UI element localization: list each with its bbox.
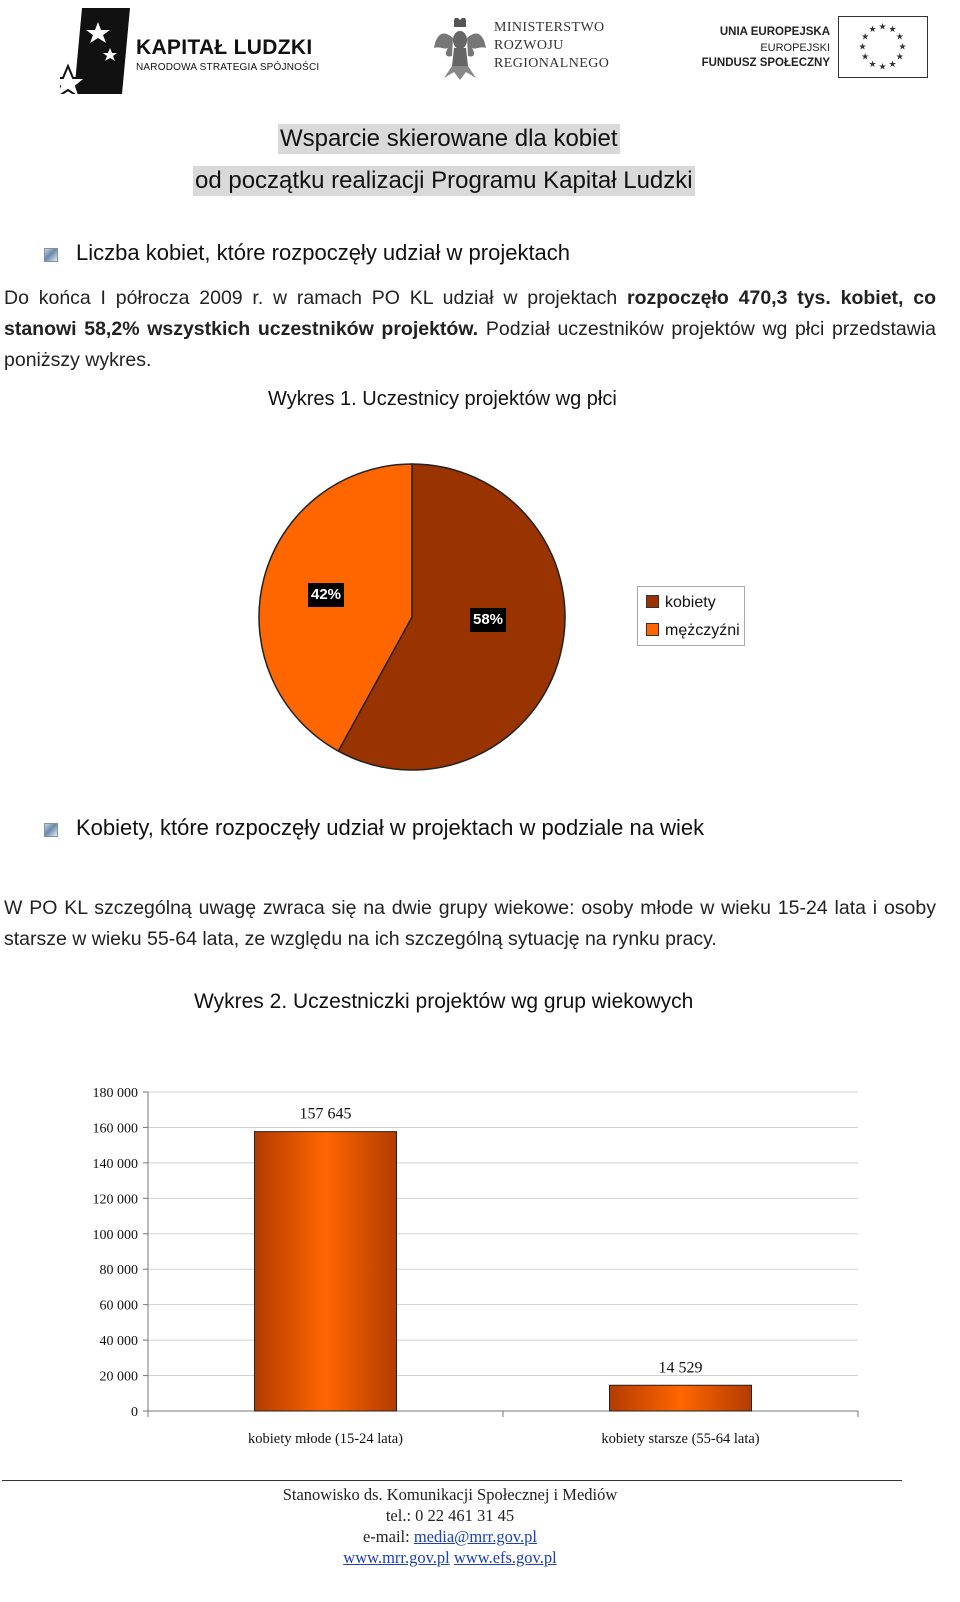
eu-star-icon: ★: [878, 22, 886, 32]
footer-department: Stanowisko ds. Komunikacji Społecznej i …: [282, 1485, 618, 1504]
x-category-label: kobiety młode (15-24 lata): [248, 1431, 403, 1447]
y-tick-label: 140 000: [93, 1157, 139, 1172]
pie-label-women: 58%: [470, 608, 507, 632]
footer-email-prefix: e-mail:: [362, 1527, 414, 1546]
eu-star-icon: ★: [868, 24, 876, 34]
ministry-line-1: MINISTERSTWO: [494, 20, 605, 35]
eu-flag-icon: ★ ★ ★ ★ ★ ★ ★ ★ ★ ★ ★ ★: [838, 16, 928, 78]
eu-star-icon: ★: [888, 24, 896, 34]
section1-text-1: Do końca I półrocza 2009 r. w ramach PO …: [4, 287, 627, 309]
page-title-line-2: od początku realizacji Programu Kapitał …: [193, 166, 695, 196]
eu-line-3: FUNDUSZ SPOŁECZNY: [701, 57, 830, 69]
x-category-label: kobiety starsze (55-64 lata): [601, 1431, 759, 1447]
pie-chart: [258, 463, 566, 771]
footer-phone: tel.: 0 22 461 31 45: [385, 1506, 515, 1525]
legend-swatch-women: [646, 595, 659, 608]
ministry-logo: MINISTERSTWO ROZWOJU REGIONALNEGO: [432, 14, 642, 84]
chart1-caption: Wykres 1. Uczestnicy projektów wg płci: [268, 388, 617, 410]
footer-links: www.mrr.gov.pl www.efs.gov.pl: [200, 1548, 700, 1568]
bullet-icon: [44, 823, 58, 837]
y-tick-label: 180 000: [93, 1086, 139, 1101]
section2-heading: Kobiety, które rozpoczęły udział w proje…: [76, 815, 705, 840]
y-tick-label: 160 000: [93, 1121, 139, 1136]
eu-star-icon: ★: [888, 59, 896, 69]
pie-legend: kobiety mężczyźni: [637, 586, 745, 646]
kapital-ludzki-logo: KAPITAŁ LUDZKI NARODOWA STRATEGIA SPÓJNO…: [44, 2, 354, 94]
eu-star-icon: ★: [878, 62, 886, 72]
y-tick-label: 0: [131, 1405, 138, 1420]
pie-slice-men: [258, 463, 413, 753]
kapital-ludzki-title: KAPITAŁ LUDZKI: [136, 36, 313, 59]
eagle-emblem-icon: [434, 18, 486, 80]
eu-star-icon: ★: [858, 42, 866, 52]
y-tick-label: 40 000: [100, 1334, 139, 1349]
footer-email-line: e-mail: media@mrr.gov.pl: [200, 1527, 700, 1547]
section1-text-bold: rozpoczęło 470,3 tys. kobiet, co stanowi…: [4, 287, 937, 340]
eu-star-icon: ★: [896, 52, 904, 62]
legend-item-men: mężczyźni: [646, 622, 740, 640]
eu-star-icon: ★: [861, 32, 869, 42]
bullet-icon: [44, 248, 58, 262]
section1-heading: Liczba kobiet, które rozpoczęły udział w…: [76, 240, 571, 265]
y-tick-label: 80 000: [100, 1263, 139, 1278]
kapital-ludzki-emblem: [60, 8, 130, 94]
eu-logo: UNIA EUROPEJSKA EUROPEJSKI FUNDUSZ SPOŁE…: [700, 14, 950, 84]
pie-slice-women: [337, 463, 566, 771]
legend-swatch-men: [646, 623, 659, 636]
bar-value-label: 14 529: [659, 1359, 703, 1376]
bar-value-label: 157 645: [300, 1106, 352, 1123]
ministry-line-3: REGIONALNEGO: [494, 56, 610, 71]
section1-paragraph: Do końca I półrocza 2009 r. w ramach PO …: [4, 283, 936, 376]
page-title-line-1: Wsparcie skierowane dla kobiet: [278, 124, 620, 154]
eu-star-icon: ★: [868, 59, 876, 69]
y-tick-label: 120 000: [93, 1192, 139, 1207]
eu-star-icon: ★: [898, 42, 906, 52]
legend-item-women: kobiety: [646, 594, 716, 612]
y-tick-label: 100 000: [93, 1228, 139, 1243]
eu-star-icon: ★: [896, 32, 904, 42]
footer-link-mrr[interactable]: www.mrr.gov.pl: [343, 1548, 450, 1567]
bar-chart: 0 20 000 40 000 60 000 80 000 100 000 120 000 1…: [93, 1086, 859, 1447]
ministry-line-2: ROZWOJU: [494, 38, 564, 53]
kapital-ludzki-subtitle: NARODOWA STRATEGIA SPÓJNOŚCI: [136, 62, 320, 73]
y-tick-label: 60 000: [100, 1299, 139, 1314]
footer-link-efs[interactable]: www.efs.gov.pl: [453, 1548, 557, 1567]
section1-text-2: Podział uczestników projektów wg płci pr…: [4, 318, 936, 371]
legend-label-women: kobiety: [665, 594, 716, 611]
legend-label-men: mężczyźni: [665, 622, 740, 639]
section2-paragraph: W PO KL szczególną uwagę zwraca się na d…: [4, 897, 936, 950]
y-tick-label: 20 000: [100, 1370, 139, 1385]
eu-line-1: UNIA EUROPEJSKA: [719, 26, 830, 38]
chart2-caption: Wykres 2. Uczestniczki projektów wg grup…: [194, 990, 694, 1013]
bar: [254, 1131, 397, 1412]
footer-divider: [2, 1480, 902, 1481]
pie-label-men: 42%: [308, 583, 345, 607]
bar: [609, 1384, 752, 1412]
footer-email-link[interactable]: media@mrr.gov.pl: [413, 1527, 538, 1546]
eu-star-icon: ★: [861, 52, 869, 62]
eu-line-2: EUROPEJSKI: [760, 42, 830, 54]
